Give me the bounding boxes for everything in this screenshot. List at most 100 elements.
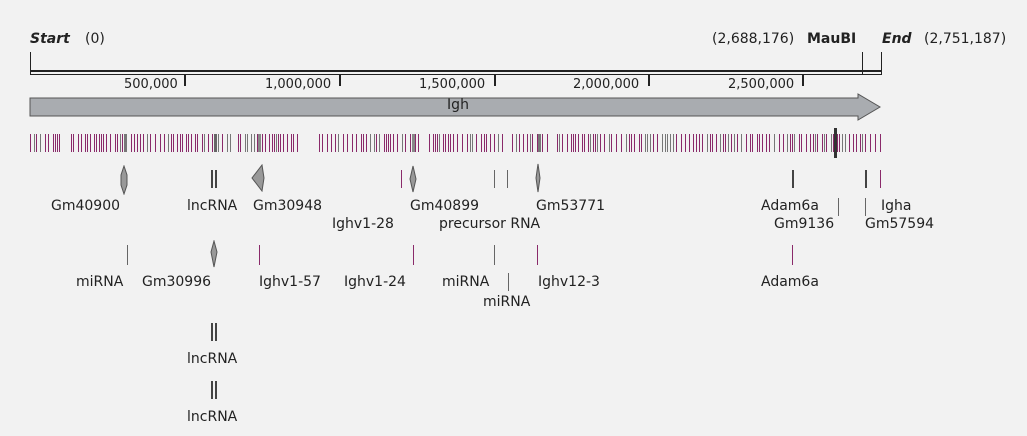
- exon-stripe: [880, 134, 881, 152]
- feature-label-lncrna[interactable]: lncRNA: [187, 409, 238, 425]
- exon-stripe: [759, 134, 760, 152]
- exon-stripe: [40, 134, 41, 152]
- exon-stripe: [567, 134, 568, 152]
- exon-stripe: [352, 134, 353, 152]
- exon-stripe: [593, 134, 594, 152]
- feature-label-ighv12-3[interactable]: Ighv12-3: [538, 274, 600, 290]
- exon-stripe: [689, 134, 690, 152]
- ighv1-57-marker[interactable]: [259, 245, 260, 265]
- gm57594-marker[interactable]: [865, 170, 867, 188]
- gm40899-glyph[interactable]: [408, 165, 418, 193]
- exon-stripe: [110, 134, 111, 152]
- feature-label-gm30996[interactable]: Gm30996: [142, 274, 212, 290]
- feature-label-adam6a[interactable]: Adam6a: [761, 198, 819, 214]
- feature-label-adam6a[interactable]: Adam6a: [761, 274, 819, 290]
- exon-stripe: [435, 134, 436, 152]
- exon-stripe: [547, 134, 548, 152]
- exon-stripe: [865, 134, 866, 152]
- lncrna-marker[interactable]: [211, 381, 213, 399]
- ighv12-3-marker[interactable]: [537, 245, 538, 265]
- gm57594-marker[interactable]: [865, 198, 866, 216]
- exon-stripe: [502, 134, 503, 152]
- ighv1-28-marker[interactable]: [401, 170, 402, 188]
- exon-stripe: [405, 134, 406, 152]
- exon-stripe: [85, 134, 86, 152]
- exon-stripe: [238, 134, 239, 152]
- feature-label-gm57594[interactable]: Gm57594: [865, 216, 935, 232]
- exon-stripe: [386, 134, 387, 152]
- exon-stripe: [557, 134, 558, 152]
- gm9136-marker[interactable]: [838, 198, 839, 216]
- feature-label-gm30948[interactable]: Gm30948: [253, 198, 323, 214]
- exon-stripe: [30, 134, 31, 152]
- exon-stripe: [202, 134, 203, 152]
- exon-stripe: [712, 134, 713, 152]
- exon-stripe: [388, 134, 389, 152]
- feature-label-gm40900[interactable]: Gm40900: [51, 198, 121, 214]
- exon-stripe: [734, 134, 735, 152]
- mirna-marker[interactable]: [508, 273, 509, 291]
- feature-label-mirna[interactable]: miRNA: [76, 274, 124, 290]
- adam6a-marker[interactable]: [792, 170, 794, 188]
- exon-stripe: [822, 134, 823, 152]
- exon-stripe: [470, 134, 471, 152]
- lncrna-marker[interactable]: [215, 381, 217, 399]
- feature-label-gm53771[interactable]: Gm53771: [536, 198, 606, 214]
- exon-stripe: [78, 134, 79, 152]
- exon-stripe: [366, 134, 367, 152]
- feature-label-mirna[interactable]: miRNA: [483, 294, 531, 310]
- exon-stripe: [839, 134, 840, 152]
- feature-label-ighv1-57[interactable]: Ighv1-57: [259, 274, 321, 290]
- exon-stripe: [486, 134, 487, 152]
- exon-stripe: [794, 134, 795, 152]
- exon-stripe: [746, 134, 747, 152]
- exon-stripe: [117, 134, 118, 152]
- exon-stripe: [122, 134, 123, 152]
- exon-stripe: [293, 134, 294, 152]
- lncrna-marker[interactable]: [215, 170, 217, 188]
- mirna-marker[interactable]: [494, 245, 495, 265]
- feature-label-mirna[interactable]: miRNA: [442, 274, 490, 290]
- exon-stripe: [322, 134, 323, 152]
- gm53771-glyph[interactable]: [533, 163, 543, 193]
- precursor-marker[interactable]: [507, 170, 508, 188]
- adam6a-marker[interactable]: [792, 245, 793, 265]
- feature-label-gm9136[interactable]: Gm9136: [774, 216, 835, 232]
- exon-stripe: [103, 134, 104, 152]
- ighv1-24-marker[interactable]: [413, 245, 414, 265]
- exon-stripe: [621, 134, 622, 152]
- feature-label-igha[interactable]: Igha: [881, 198, 912, 214]
- exon-stripe: [783, 134, 784, 152]
- feature-label-lncrna[interactable]: lncRNA: [187, 351, 238, 367]
- gm30996-glyph[interactable]: [208, 240, 220, 268]
- exon-stripe: [212, 134, 213, 152]
- exon-stripe: [787, 134, 788, 152]
- mirna-marker[interactable]: [127, 245, 128, 265]
- exon-stripe: [875, 134, 876, 152]
- exon-stripe: [384, 134, 385, 152]
- igha-marker[interactable]: [880, 170, 881, 188]
- lncrna-marker[interactable]: [211, 323, 213, 341]
- track-feature: [214, 134, 217, 152]
- feature-label-gm40899[interactable]: Gm40899: [410, 198, 480, 214]
- precursor-marker[interactable]: [494, 170, 495, 188]
- exon-stripe: [584, 134, 585, 152]
- lncrna-marker[interactable]: [211, 170, 213, 188]
- exon-stripe: [457, 134, 458, 152]
- feature-label-ighv1-28[interactable]: Ighv1-28: [332, 216, 394, 232]
- gm30948-glyph[interactable]: [250, 164, 266, 192]
- feature-label-precursor-rna[interactable]: precursor RNA: [439, 216, 541, 232]
- feature-label-ighv1-24[interactable]: Ighv1-24: [344, 274, 406, 290]
- gm40900-glyph[interactable]: [118, 165, 130, 195]
- track-feature: [834, 128, 837, 158]
- exon-stripe: [769, 134, 770, 152]
- exon-stripe: [653, 134, 654, 152]
- exon-stripe: [681, 134, 682, 152]
- exon-stripe: [276, 134, 277, 152]
- exon-stripe: [57, 134, 58, 152]
- lncrna-marker[interactable]: [215, 323, 217, 341]
- gene-arrow[interactable]: [0, 0, 1027, 130]
- exon-stripe: [208, 134, 209, 152]
- feature-label-lncrna[interactable]: lncRNA: [187, 198, 238, 214]
- exon-stripe: [645, 134, 646, 152]
